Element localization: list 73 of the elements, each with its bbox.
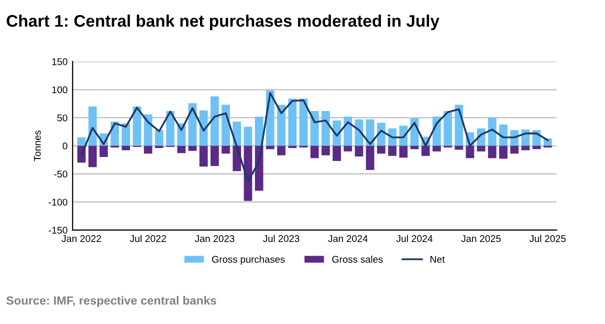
chart-title: Chart 1: Central bank net purchases moderated in July bbox=[6, 14, 440, 30]
bar bbox=[222, 146, 230, 154]
x-tick-label: Jul 2025 bbox=[529, 234, 566, 242]
bar bbox=[266, 146, 274, 150]
bar bbox=[277, 146, 286, 156]
legend-label: Gross sales bbox=[332, 256, 383, 263]
bar bbox=[421, 146, 430, 156]
bar bbox=[377, 146, 386, 154]
bar bbox=[354, 146, 364, 156]
legend-label: Net bbox=[430, 256, 445, 263]
bar bbox=[244, 126, 252, 146]
y-tick-label: -50 bbox=[54, 170, 68, 178]
bar bbox=[100, 146, 108, 158]
x-tick-label: Jan 2023 bbox=[194, 235, 234, 242]
y-tick-label: 100 bbox=[52, 86, 68, 94]
bar bbox=[299, 98, 308, 146]
bar bbox=[210, 96, 219, 146]
bar bbox=[310, 146, 319, 158]
bar bbox=[155, 146, 164, 148]
bar bbox=[144, 146, 152, 154]
x-tick-label: Jan 2024 bbox=[328, 235, 368, 242]
line-series bbox=[80, 92, 549, 182]
bar bbox=[488, 146, 496, 158]
bar bbox=[277, 104, 286, 146]
bar bbox=[510, 146, 519, 154]
bar bbox=[254, 116, 264, 146]
x-tick-label: Jan 2025 bbox=[461, 235, 501, 242]
y-axis-title: Tonnes bbox=[34, 130, 41, 162]
bar bbox=[499, 146, 508, 159]
bar bbox=[199, 110, 208, 146]
bar bbox=[122, 123, 130, 146]
source-note: Source: IMF, respective central banks bbox=[6, 296, 216, 308]
bar bbox=[476, 146, 486, 152]
bar bbox=[454, 146, 464, 150]
bar bbox=[322, 146, 330, 156]
bar bbox=[155, 130, 164, 146]
y-tick-label: 0 bbox=[62, 142, 68, 150]
bar bbox=[222, 104, 230, 146]
x-tick-label: Jul 2024 bbox=[396, 234, 433, 242]
bar bbox=[344, 146, 352, 152]
x-tick-label: Jul 2022 bbox=[130, 234, 166, 242]
bar bbox=[344, 116, 352, 146]
bar bbox=[532, 146, 541, 150]
bar bbox=[166, 110, 174, 146]
bar bbox=[399, 146, 408, 158]
y-tick-label: -100 bbox=[48, 198, 68, 206]
bar bbox=[288, 98, 297, 146]
bar bbox=[332, 146, 341, 161]
bar bbox=[77, 137, 86, 146]
bar bbox=[488, 118, 496, 146]
bar bbox=[199, 146, 208, 167]
bar bbox=[388, 146, 396, 156]
bar bbox=[444, 110, 452, 146]
legend-label: Gross purchases bbox=[212, 256, 285, 265]
bar bbox=[454, 104, 464, 146]
bar bbox=[310, 110, 319, 146]
x-tick-label: Jul 2023 bbox=[263, 234, 300, 242]
bar bbox=[499, 124, 508, 146]
bar bbox=[521, 146, 530, 150]
bar bbox=[466, 146, 474, 158]
bar bbox=[88, 146, 97, 168]
bar bbox=[122, 146, 130, 150]
y-tick-label: -150 bbox=[48, 226, 68, 234]
bar bbox=[177, 146, 186, 154]
bar bbox=[210, 146, 219, 166]
bar bbox=[188, 146, 197, 151]
y-tick-label: 150 bbox=[52, 58, 68, 66]
y-tick-label: 50 bbox=[57, 114, 68, 122]
bar bbox=[322, 110, 330, 146]
bar bbox=[288, 146, 297, 148]
bar bbox=[432, 146, 441, 152]
bar bbox=[366, 146, 374, 170]
x-tick-label: Jan 2022 bbox=[62, 235, 101, 242]
